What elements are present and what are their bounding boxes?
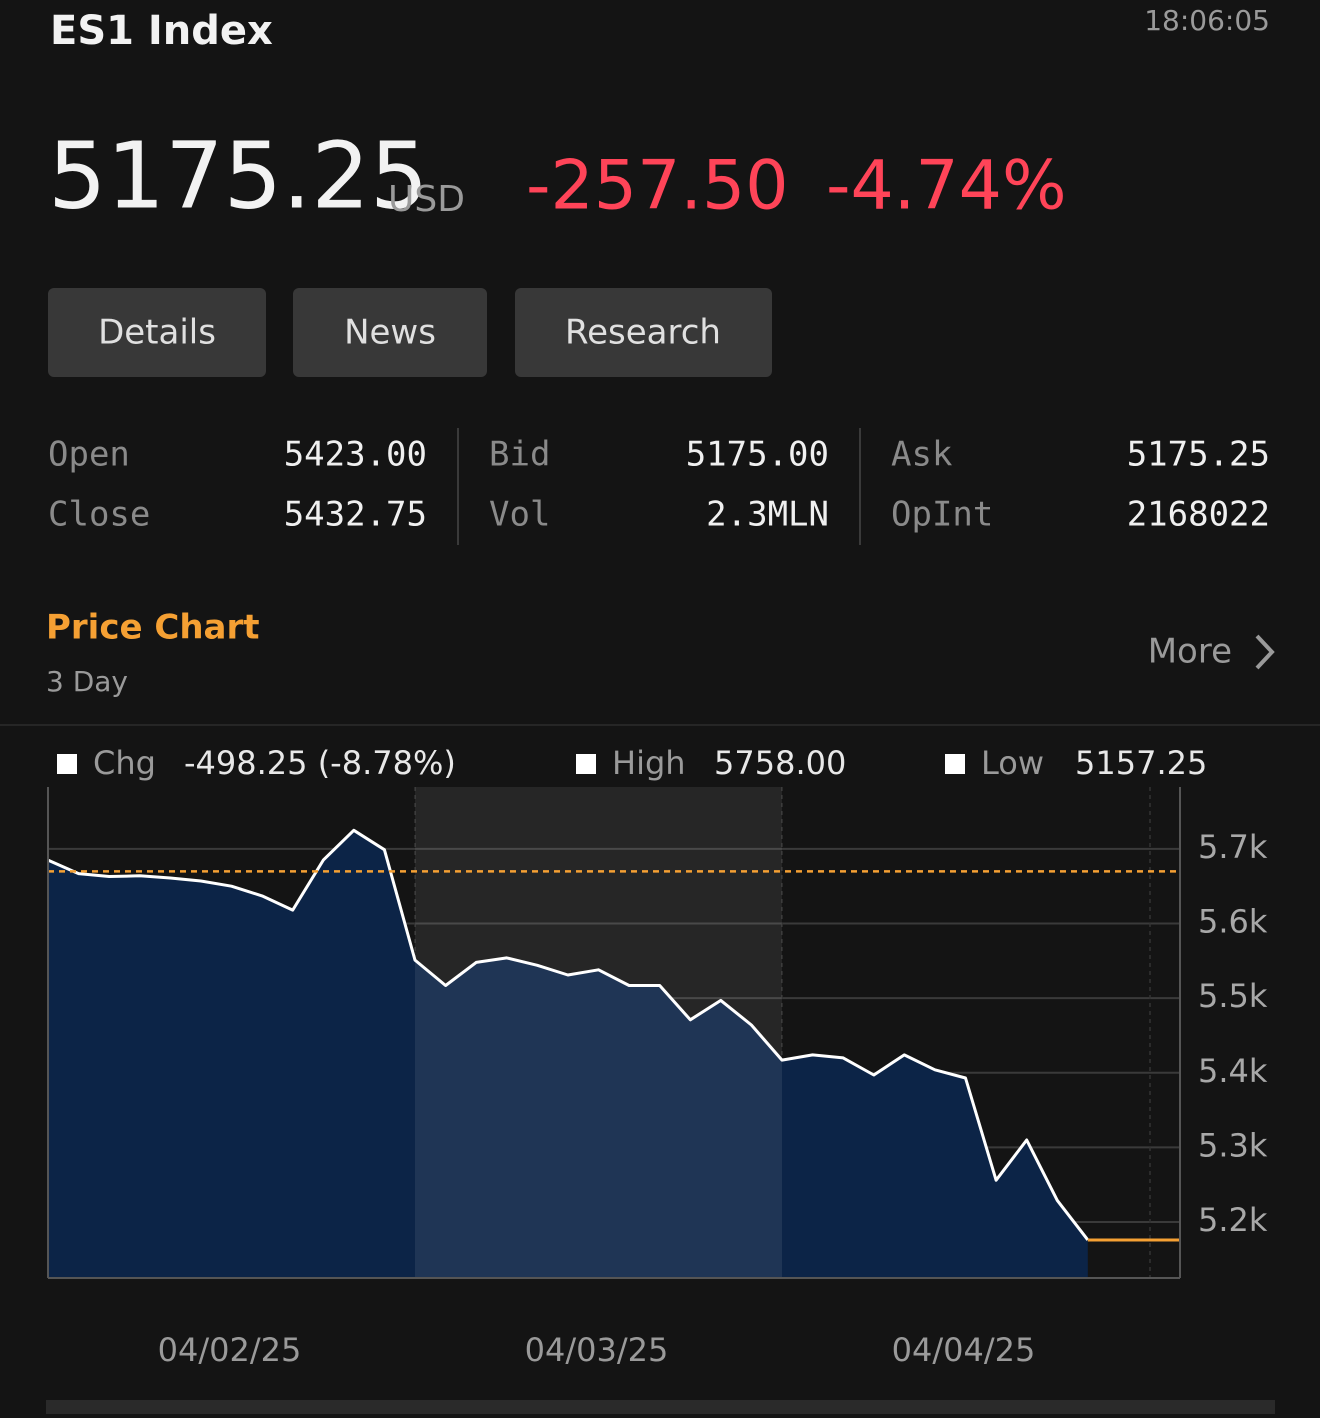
tab-research[interactable]: Research [515,288,772,377]
tab-details[interactable]: Details [48,288,266,377]
stat-value: 5423.00 [284,435,427,475]
more-label[interactable]: More [1148,632,1232,672]
stat-value: 5175.00 [686,435,829,475]
stat-value: 5432.75 [284,495,427,535]
legend-swatch [57,754,77,774]
stat-label: Bid [489,435,550,475]
legend-label: High [612,744,686,782]
x-tick-label: 04/03/25 [525,1331,669,1369]
y-tick-label: 5.4k [1198,1052,1268,1090]
change-percent: -4.74% [826,147,1067,226]
stat-label: OpInt [891,495,993,535]
day-highlight [415,787,782,1278]
tab-label[interactable]: Details [98,313,216,353]
stat-value: 2168022 [1127,495,1270,535]
tab-button[interactable] [293,288,487,377]
section-period: 3 Day [46,665,128,698]
section-title: Price Chart [46,608,260,648]
tab-news[interactable]: News [293,288,487,377]
x-tick-label: 04/02/25 [158,1331,302,1369]
legend-value: -498.25 (-8.78%) [184,744,456,782]
stat-label: Ask [891,435,952,475]
time: 18:06:05 [1144,4,1270,37]
y-tick-label: 5.6k [1198,903,1268,941]
legend-value: 5157.25 [1075,744,1207,782]
currency: USD [388,179,465,220]
ticker: ES1 Index [50,8,273,54]
y-tick-label: 5.5k [1198,977,1268,1015]
stat-label: Vol [489,495,550,535]
stat-label: Close [48,495,150,535]
legend-value: 5758.00 [714,744,846,782]
legend-label: Chg [93,744,156,782]
tab-button[interactable] [515,288,772,377]
price-line [47,828,1089,1241]
legend-swatch [945,754,965,774]
stat-label: Open [48,435,130,475]
more-link[interactable]: More [1148,632,1275,672]
legend-swatch [576,754,596,774]
change: -257.50 [526,147,788,226]
y-tick-label: 5.7k [1198,828,1268,866]
tab-label[interactable]: News [344,313,436,353]
tab-label[interactable]: Research [565,313,721,353]
stat-value: 2.3MLN [706,495,829,535]
y-tick-label: 5.2k [1198,1201,1268,1239]
bottom-card [46,1400,1275,1414]
y-tick-label: 5.3k [1198,1126,1268,1164]
x-tick-label: 04/04/25 [892,1331,1036,1369]
stat-value: 5175.25 [1127,435,1270,475]
chevron[interactable] [1255,634,1275,670]
price: 5175.25 [48,122,428,229]
legend-label: Low [981,744,1044,782]
tab-button[interactable] [48,288,266,377]
price-area [48,830,1088,1278]
price-chart: Chg -498.25 (-8.78%) High 5758.00 Low 5157.25… [47,744,1268,1369]
